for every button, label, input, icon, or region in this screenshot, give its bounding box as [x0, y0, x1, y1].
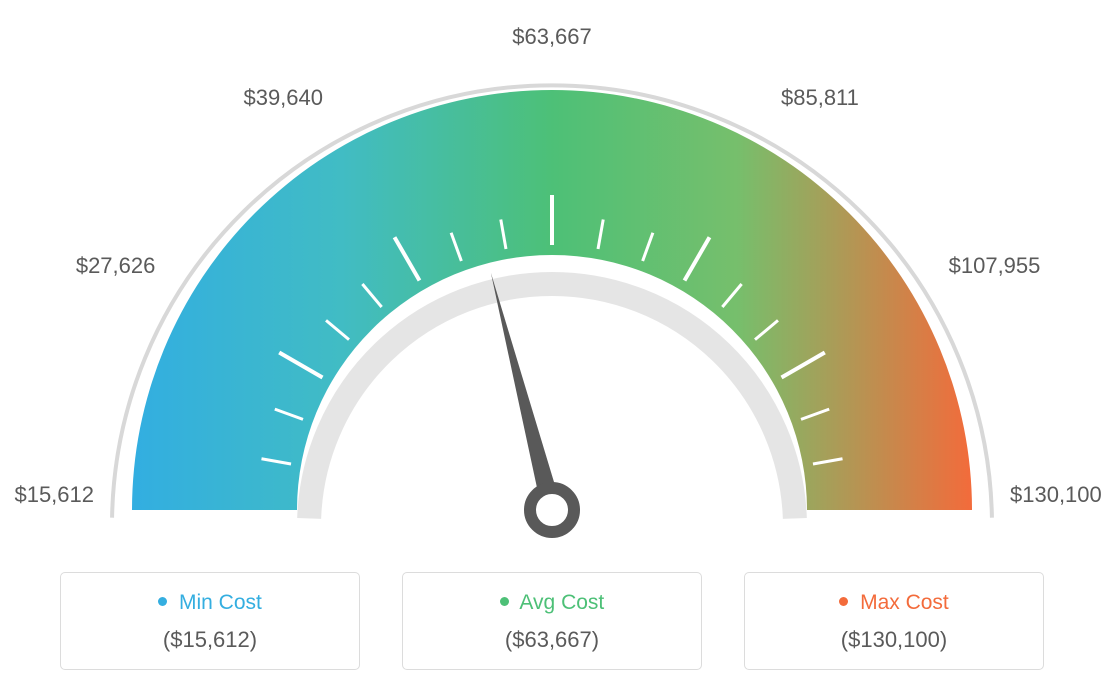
gauge-tick-label: $107,955: [949, 253, 1041, 279]
gauge-tick-label: $39,640: [233, 85, 323, 111]
legend-title-text: Max Cost: [860, 591, 949, 614]
dot-icon: [839, 597, 848, 606]
gauge-tick-label: $130,100: [1010, 482, 1102, 508]
legend-row: Min Cost ($15,612) Avg Cost ($63,667) Ma…: [0, 572, 1104, 670]
gauge-tick-label: $27,626: [65, 253, 155, 279]
legend-card-avg: Avg Cost ($63,667): [402, 572, 702, 670]
dot-icon: [500, 597, 509, 606]
gauge-tick-label: $85,811: [781, 85, 859, 111]
legend-card-min: Min Cost ($15,612): [60, 572, 360, 670]
gauge-chart: $15,612 $27,626 $39,640 $63,667 $85,811 $107,…: [0, 0, 1104, 560]
legend-value-min: ($15,612): [61, 627, 359, 653]
gauge-tick-label: $15,612: [4, 482, 94, 508]
dot-icon: [158, 597, 167, 606]
legend-value-avg: ($63,667): [403, 627, 701, 653]
legend-title-text: Min Cost: [179, 591, 262, 614]
gauge-tick-label: $63,667: [507, 24, 597, 50]
gauge-svg: [0, 20, 1104, 580]
legend-card-max: Max Cost ($130,100): [744, 572, 1044, 670]
legend-title-max: Max Cost: [745, 591, 1043, 615]
legend-title-text: Avg Cost: [519, 591, 604, 614]
legend-value-max: ($130,100): [745, 627, 1043, 653]
legend-title-min: Min Cost: [61, 591, 359, 615]
legend-title-avg: Avg Cost: [403, 591, 701, 615]
